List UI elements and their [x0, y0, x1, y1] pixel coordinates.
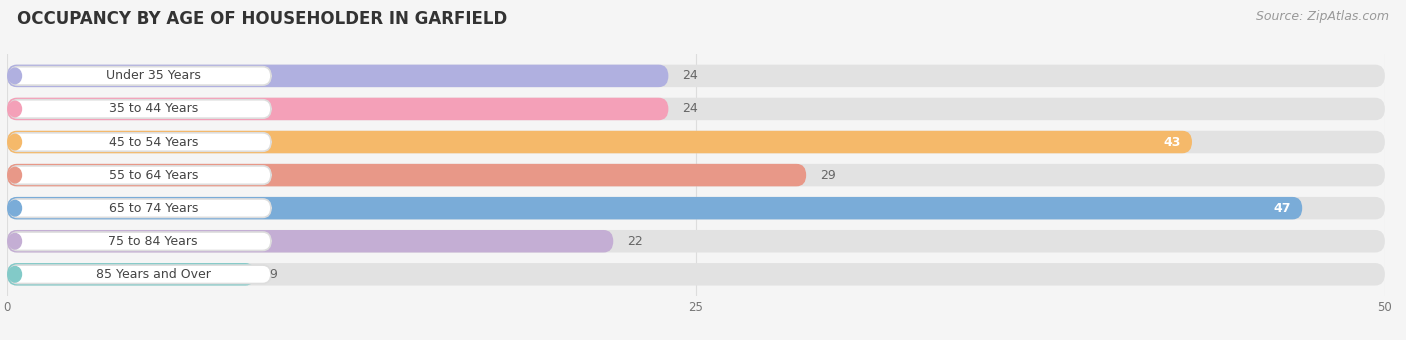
- FancyBboxPatch shape: [10, 166, 271, 184]
- Circle shape: [8, 167, 21, 183]
- Circle shape: [8, 68, 21, 84]
- FancyBboxPatch shape: [10, 199, 271, 217]
- FancyBboxPatch shape: [10, 265, 271, 284]
- Circle shape: [8, 234, 21, 249]
- FancyBboxPatch shape: [7, 98, 1385, 120]
- Circle shape: [8, 134, 21, 150]
- FancyBboxPatch shape: [10, 232, 271, 251]
- Text: 9: 9: [269, 268, 277, 281]
- Circle shape: [8, 101, 21, 117]
- FancyBboxPatch shape: [7, 131, 1385, 153]
- Text: OCCUPANCY BY AGE OF HOUSEHOLDER IN GARFIELD: OCCUPANCY BY AGE OF HOUSEHOLDER IN GARFI…: [17, 10, 508, 28]
- FancyBboxPatch shape: [7, 131, 1192, 153]
- FancyBboxPatch shape: [7, 263, 254, 286]
- FancyBboxPatch shape: [7, 263, 1385, 286]
- Text: 65 to 74 Years: 65 to 74 Years: [108, 202, 198, 215]
- Text: 29: 29: [820, 169, 835, 182]
- Text: 24: 24: [682, 69, 697, 82]
- FancyBboxPatch shape: [7, 65, 1385, 87]
- FancyBboxPatch shape: [7, 164, 1385, 186]
- FancyBboxPatch shape: [10, 133, 271, 151]
- FancyBboxPatch shape: [7, 197, 1385, 219]
- FancyBboxPatch shape: [7, 98, 668, 120]
- Text: 45 to 54 Years: 45 to 54 Years: [108, 136, 198, 149]
- Text: 55 to 64 Years: 55 to 64 Years: [108, 169, 198, 182]
- Text: 24: 24: [682, 102, 697, 116]
- Text: 75 to 84 Years: 75 to 84 Years: [108, 235, 198, 248]
- Text: 22: 22: [627, 235, 643, 248]
- Text: 43: 43: [1164, 136, 1181, 149]
- Circle shape: [8, 200, 21, 216]
- FancyBboxPatch shape: [10, 100, 271, 118]
- FancyBboxPatch shape: [7, 230, 1385, 253]
- Circle shape: [8, 267, 21, 282]
- Text: 85 Years and Over: 85 Years and Over: [96, 268, 211, 281]
- FancyBboxPatch shape: [7, 164, 806, 186]
- Text: Under 35 Years: Under 35 Years: [105, 69, 201, 82]
- Text: 35 to 44 Years: 35 to 44 Years: [108, 102, 198, 116]
- Text: 47: 47: [1274, 202, 1291, 215]
- FancyBboxPatch shape: [7, 197, 1302, 219]
- FancyBboxPatch shape: [7, 65, 668, 87]
- FancyBboxPatch shape: [10, 67, 271, 85]
- Text: Source: ZipAtlas.com: Source: ZipAtlas.com: [1256, 10, 1389, 23]
- FancyBboxPatch shape: [7, 230, 613, 253]
